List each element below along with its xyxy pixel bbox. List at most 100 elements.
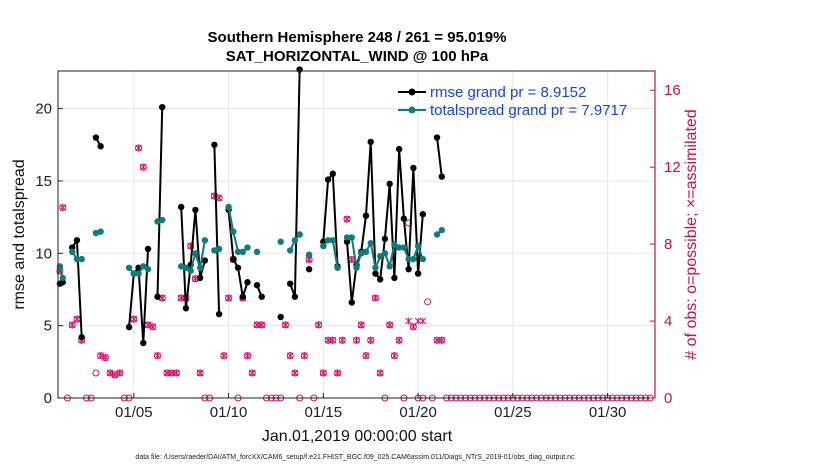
series-lines: [56, 66, 445, 347]
totalspread-point: [438, 226, 445, 234]
rmse-point: [140, 339, 147, 347]
totalspread-point: [414, 242, 422, 250]
obs-assimilated-marker: [258, 321, 266, 329]
rmse-point: [277, 313, 284, 321]
x-tick-label: 01/30: [589, 404, 627, 421]
obs-assimilated-marker: [196, 369, 204, 377]
y-right-tick-label: 16: [664, 82, 681, 99]
totalspread-point: [334, 264, 341, 271]
totalspread-point: [348, 234, 355, 241]
totalspread-point: [225, 203, 232, 211]
totalspread-point: [97, 228, 104, 235]
rmse-point: [97, 143, 104, 150]
y-left-tick-label: 0: [44, 390, 52, 407]
obs-assimilated-marker: [253, 321, 261, 329]
obs-assimilated-marker: [386, 321, 394, 329]
totalspread-point: [381, 250, 389, 257]
totalspread-point: [69, 248, 76, 256]
obs-assimilated-marker: [154, 352, 161, 360]
totalspread-point: [159, 216, 166, 224]
rmse-point: [376, 276, 384, 283]
totalspread-point: [324, 237, 332, 244]
totalspread-point: [182, 264, 190, 271]
rmse-point: [253, 281, 261, 289]
obs-assimilated-marker: [286, 352, 294, 360]
rmse-point: [125, 323, 133, 331]
obs-assimilated-marker: [97, 352, 104, 360]
rmse-point: [419, 211, 427, 218]
rmse-line: [156, 107, 164, 297]
obs-assimilated-marker: [324, 336, 332, 344]
obs-assimilated-marker: [177, 294, 185, 302]
totalspread-point: [125, 264, 133, 271]
rmse-series: [56, 66, 445, 347]
totalspread-point: [234, 248, 242, 256]
totalspread-point: [130, 270, 138, 277]
rmse-point: [381, 235, 389, 243]
rmse-point: [92, 134, 100, 141]
totalspread-point: [244, 244, 251, 251]
rmse-point: [291, 293, 299, 300]
legend-swatch-marker: [408, 106, 416, 114]
rmse-point: [234, 264, 242, 271]
totalspread-point: [305, 251, 313, 258]
totalspread-point: [296, 231, 303, 238]
rmse-point: [305, 266, 313, 273]
rmse-point: [395, 145, 403, 153]
obs-assimilated-marker: [59, 204, 67, 212]
x-tick-label: 01/25: [494, 404, 532, 421]
obs-assimilated-marker: [73, 315, 81, 323]
obs-assimilated-marker: [334, 369, 341, 377]
obs-assimilated-marker: [144, 321, 152, 329]
obs-assimilated-marker: [149, 323, 157, 331]
chart-title-line1: Southern Hemisphere 248 / 261 = 95.019%: [208, 29, 507, 46]
y-left-tick-label: 5: [44, 318, 52, 335]
totalspread-point: [343, 234, 351, 241]
x-tick-label: 01/05: [115, 404, 153, 421]
y-right-tick-label: 8: [664, 236, 672, 253]
obs-assimilated-marker: [395, 336, 403, 344]
rmse-point: [177, 203, 185, 211]
obs-assimilated-marker: [111, 371, 119, 379]
y-axis-label-left: rmse and totalspread: [11, 159, 28, 309]
totalspread-point: [419, 255, 427, 263]
x-tick-label: 01/10: [210, 404, 248, 421]
rmse-point: [329, 170, 337, 177]
x-tick-label: 01/20: [399, 404, 437, 421]
totalspread-point: [395, 244, 403, 251]
rmse-point: [433, 134, 441, 141]
rmse-point: [324, 176, 332, 183]
totalspread-point: [376, 253, 384, 260]
obs-markers: [56, 144, 654, 402]
totalspread-point: [230, 228, 237, 235]
obs-assimilated-marker: [130, 315, 138, 323]
rmse-point: [154, 293, 161, 300]
totalspread-point: [215, 245, 223, 253]
rmse-point: [144, 245, 152, 253]
y-right-tick-label: 0: [664, 390, 672, 407]
obs-assimilated-marker: [282, 321, 289, 329]
obs-assimilated-marker: [376, 369, 384, 377]
rmse-point: [296, 66, 303, 73]
obs-assimilated-marker: [367, 336, 375, 344]
obs-assimilated-marker: [244, 352, 251, 360]
y-left-tick-label: 15: [35, 173, 52, 190]
obs-assimilated-marker: [419, 317, 427, 325]
totalspread-point: [372, 264, 379, 271]
totalspread-point: [78, 255, 85, 263]
obs-assimilated-marker: [68, 321, 76, 329]
obs-assimilated-marker: [353, 336, 360, 344]
totalspread-point: [277, 238, 284, 245]
obs-assimilated-marker: [414, 317, 422, 325]
totalspread-point: [353, 264, 360, 271]
obs-assimilated-marker: [362, 352, 370, 360]
rmse-point: [239, 293, 246, 300]
obs-assimilated-marker: [329, 336, 337, 344]
totalspread-point: [386, 263, 393, 270]
obs-assimilated-marker: [338, 336, 346, 344]
y-left-tick-label: 20: [35, 101, 52, 118]
x-axis-label: Jan.01,2019 00:00:00 start: [262, 428, 453, 445]
obs-assimilated-marker: [438, 336, 446, 344]
obs-assimilated-marker: [405, 317, 412, 325]
obs-assimilated-marker: [291, 369, 299, 377]
